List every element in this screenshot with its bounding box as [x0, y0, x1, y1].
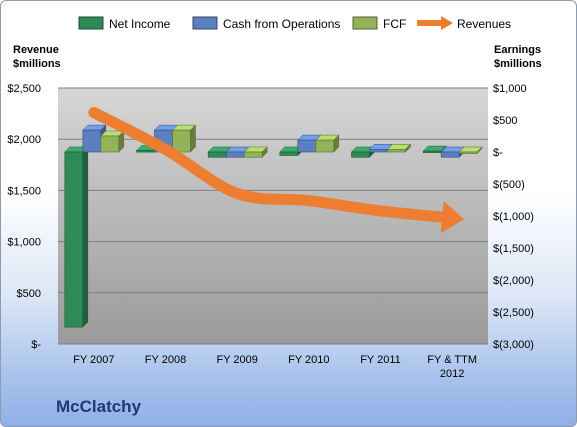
- right-tick-label: $(2,500): [493, 307, 534, 319]
- bar-front: [351, 151, 370, 158]
- right-tick-label: $500: [493, 115, 517, 127]
- category-label: FY 2008: [145, 354, 186, 366]
- bar-fcf: [458, 146, 483, 155]
- bar-fcf: [315, 134, 340, 153]
- right-tick-label: $(500): [493, 179, 525, 191]
- legend-swatch: [78, 16, 104, 30]
- left-tick-label: $1,000: [7, 237, 41, 249]
- category-label: FY 2011: [360, 354, 401, 366]
- left-tick-label: $2,500: [7, 83, 41, 95]
- bar-front: [387, 149, 406, 153]
- legend-label: Net Income: [109, 17, 171, 31]
- category-label: FY & TTM: [427, 354, 477, 366]
- revenues-arrowhead: [440, 201, 465, 233]
- legend-swatch: [192, 16, 218, 30]
- bar-front: [315, 139, 335, 153]
- category-label: 2012: [440, 368, 464, 380]
- right-tick-label: $-: [493, 147, 503, 159]
- category-label: FY 2010: [288, 354, 329, 366]
- category-label: FY 2007: [73, 354, 114, 366]
- bar-side: [82, 146, 89, 328]
- right-axis-title: Earnings: [494, 44, 541, 56]
- chart-title: McClatchy: [56, 397, 142, 416]
- bar-net-income: [64, 146, 89, 328]
- bar-fcf: [171, 124, 197, 153]
- legend-label: Cash from Operations: [223, 17, 340, 31]
- right-tick-label: $(3,000): [493, 339, 534, 351]
- category-label: FY 2009: [216, 354, 257, 366]
- left-tick-label: $500: [17, 288, 41, 300]
- bar-front: [82, 129, 102, 153]
- bar-front: [243, 151, 263, 158]
- legend-label: Revenues: [457, 17, 511, 31]
- bar-front: [297, 139, 317, 153]
- bar-front: [64, 151, 84, 328]
- legend-arrow: [441, 16, 453, 30]
- right-tick-label: $(1,500): [493, 243, 534, 255]
- right-axis-ticks: $(3,000) $(2,500) $(2,000) $(1,500) $(1,000)…: [493, 83, 534, 351]
- bar-front: [440, 151, 460, 158]
- bar-front: [100, 135, 120, 153]
- legend-swatch: [352, 16, 378, 30]
- axis-titles: Revenue $millions Earnings $millions: [13, 44, 542, 70]
- bar-fcf: [386, 143, 412, 153]
- left-axis-title: $millions: [13, 58, 61, 70]
- gridlines: [58, 87, 488, 345]
- right-tick-label: $(1,000): [493, 211, 534, 223]
- bar-front: [172, 129, 191, 153]
- bar-front: [136, 150, 155, 153]
- left-tick-label: $2,000: [7, 134, 41, 146]
- right-tick-label: $1,000: [493, 83, 527, 95]
- left-tick-label: $1,500: [7, 185, 41, 197]
- bar-front: [279, 151, 299, 156]
- line-series: [88, 107, 465, 233]
- x-axis-labels: FY 2007 FY 2008 FY 2009 FY 2010 FY 2011 FY & …: [73, 354, 477, 380]
- revenues-line: [88, 107, 458, 224]
- bar-fcf: [100, 130, 125, 153]
- bar-front: [422, 150, 442, 153]
- bar-front: [207, 151, 227, 158]
- left-axis-ticks: $- $500 $1,000 $1,500 $2,000 $2,500: [7, 83, 41, 351]
- bar-front: [369, 149, 388, 153]
- legend: Net Income Cash from Operations FCF Revenue…: [78, 16, 511, 31]
- legend-label: FCF: [383, 17, 406, 31]
- bar-side: [190, 124, 196, 153]
- bar-fcf: [243, 146, 268, 158]
- bar-front: [458, 151, 478, 154]
- left-axis-title: Revenue: [13, 44, 59, 56]
- bar-front: [225, 151, 245, 158]
- right-axis-title: $millions: [494, 58, 542, 70]
- right-tick-label: $(2,000): [493, 275, 534, 287]
- left-tick-label: $-: [31, 339, 41, 351]
